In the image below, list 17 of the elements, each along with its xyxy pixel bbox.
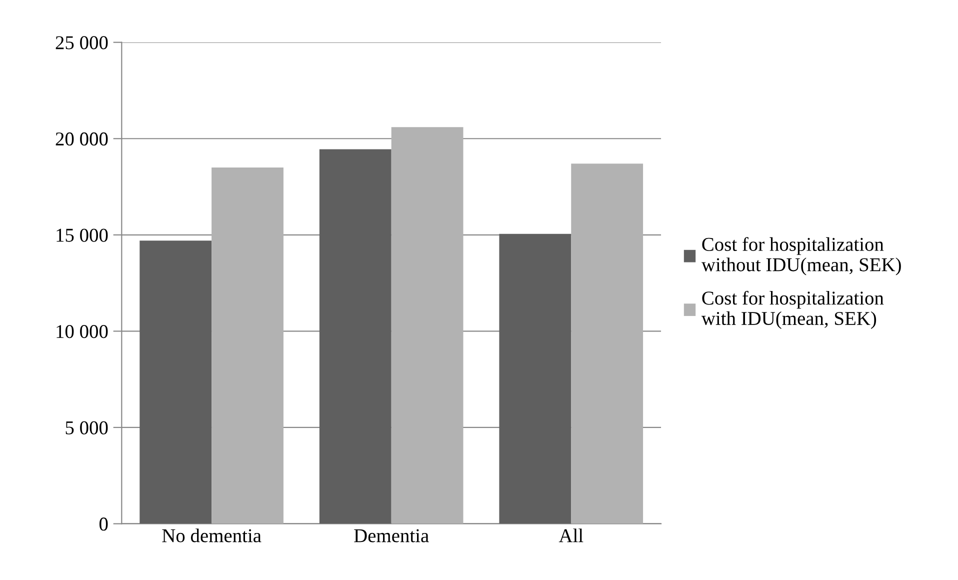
y-tick-label: 10 000	[56, 324, 108, 338]
y-tick-label: 20 000	[56, 132, 108, 146]
x-tick-label: Dementia	[354, 529, 429, 542]
bar	[212, 168, 284, 524]
bar	[319, 149, 392, 524]
y-tick-label: 25 000	[56, 36, 108, 50]
x-tick-label: All	[558, 528, 584, 542]
y-tick-label: 15 000	[56, 228, 108, 242]
legend-label: Cost for hospitalization with IDU(mean, SEK)	[701, 290, 884, 329]
bar	[391, 127, 464, 524]
bar	[571, 164, 644, 524]
legend-label: Cost for hospitalization without IDU(mean, SEK)	[701, 237, 901, 276]
y-tick-label: 0	[99, 518, 108, 531]
y-tick-label: 5 000	[66, 421, 108, 434]
bar	[140, 240, 212, 524]
bar	[499, 234, 572, 524]
x-tick-label: No dementia	[162, 528, 262, 542]
